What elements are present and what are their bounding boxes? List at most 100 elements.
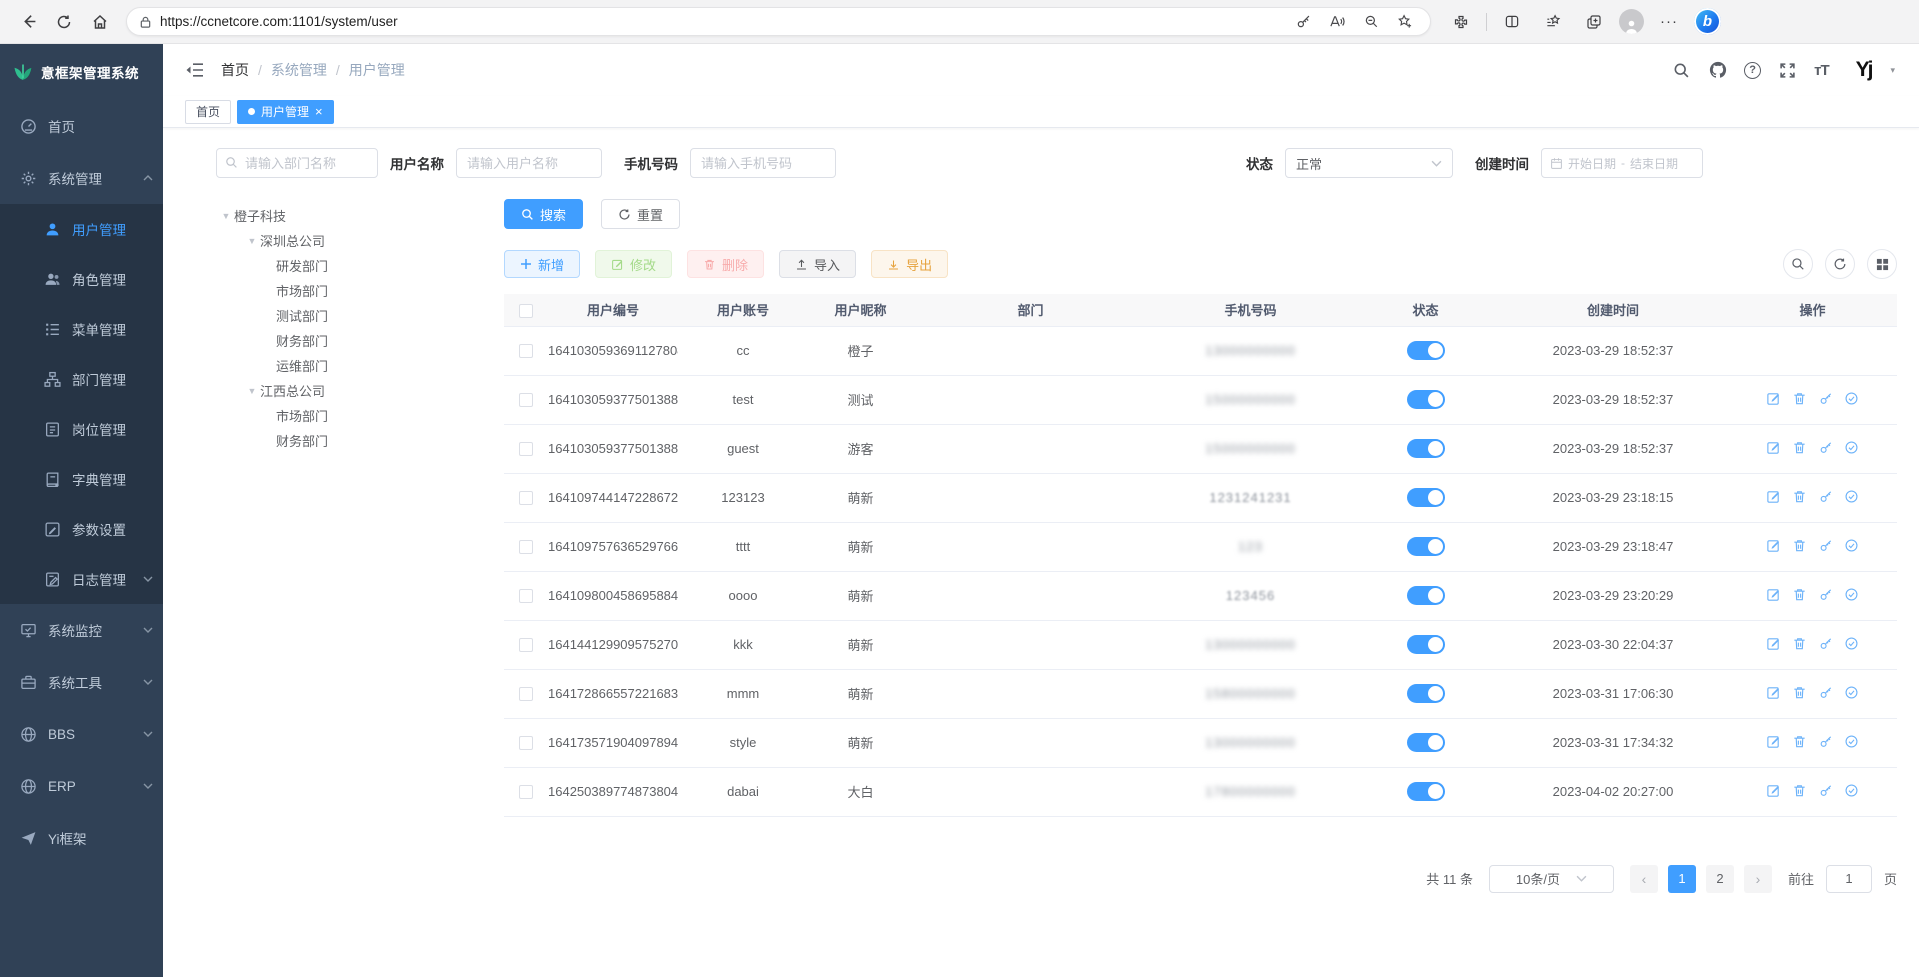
fullscreen-icon[interactable] [1778,61,1797,80]
dept-search-input[interactable] [216,148,378,178]
status-toggle[interactable] [1406,782,1445,801]
edit-icon[interactable] [1766,636,1781,651]
prev-page-button[interactable]: ‹ [1629,864,1658,893]
delete-icon[interactable] [1792,440,1807,455]
status-toggle[interactable] [1406,537,1445,556]
goto-page-input[interactable] [1825,864,1872,893]
approve-icon[interactable] [1844,538,1859,553]
reset-password-icon[interactable] [1818,440,1833,455]
approve-icon[interactable] [1844,783,1859,798]
profile-avatar-icon[interactable] [1619,9,1644,34]
import-button[interactable]: 导入 [779,250,857,278]
status-toggle[interactable] [1406,586,1445,605]
sidebar-item[interactable]: 角色管理 [0,254,163,304]
date-range-picker[interactable]: 开始日期 - 结束日期 [1541,148,1703,178]
caret-down-icon[interactable]: ▼ [247,235,257,246]
row-checkbox[interactable] [519,589,533,604]
row-checkbox[interactable] [519,540,533,555]
search-icon[interactable] [1672,61,1691,80]
reset-password-icon[interactable] [1818,783,1833,798]
collections-icon[interactable] [1537,7,1569,37]
sidebar-item[interactable]: 字典管理 [0,454,163,504]
sidebar-item[interactable]: 系统管理 [0,152,163,204]
sidebar-item[interactable]: 首页 [0,100,163,152]
reset-password-icon[interactable] [1818,685,1833,700]
edit-icon[interactable] [1766,391,1781,406]
status-toggle[interactable] [1406,439,1445,458]
tree-node[interactable]: 运维部门 [276,359,329,374]
sidebar-item[interactable]: 系统监控 [0,604,163,656]
edit-button[interactable]: 修改 [595,250,673,278]
approve-icon[interactable] [1844,636,1859,651]
sidebar-item[interactable]: 参数设置 [0,504,163,554]
page-button[interactable]: 2 [1705,864,1734,893]
edit-icon[interactable] [1766,685,1781,700]
row-checkbox[interactable] [519,736,533,751]
reset-password-icon[interactable] [1818,587,1833,602]
reset-password-icon[interactable] [1818,734,1833,749]
sidebar-item[interactable]: 岗位管理 [0,404,163,454]
help-icon[interactable]: ? [1744,61,1762,79]
tree-node[interactable]: 市场部门 [276,284,329,299]
tree-node[interactable]: 财务部门 [276,434,329,449]
address-bar[interactable]: https://ccnetcore.com:1101/system/user [126,7,1431,36]
status-toggle[interactable] [1406,684,1445,703]
sidebar-item[interactable]: BBS [0,708,163,760]
read-aloud-icon[interactable] [1324,10,1350,34]
delete-button[interactable]: 删除 [687,250,765,278]
breadcrumb-system[interactable]: 系统管理 [270,62,327,78]
refresh-icon[interactable] [1825,249,1855,279]
more-menu-icon[interactable]: ··· [1660,13,1678,30]
edit-icon[interactable] [1766,538,1781,553]
search-button[interactable]: 搜索 [504,199,584,229]
row-checkbox[interactable] [519,344,533,359]
url-text[interactable]: https://ccnetcore.com:1101/system/user [160,14,398,29]
reset-password-icon[interactable] [1818,489,1833,504]
row-checkbox[interactable] [519,442,533,457]
tree-node[interactable]: 研发部门 [276,259,329,274]
home-icon[interactable] [84,7,116,37]
delete-icon[interactable] [1792,587,1807,602]
approve-icon[interactable] [1844,391,1859,406]
split-screen-icon[interactable] [1496,7,1528,37]
tree-node[interactable]: 测试部门 [276,309,329,324]
delete-icon[interactable] [1792,685,1807,700]
sidebar-item[interactable]: 用户管理 [0,204,163,254]
edit-icon[interactable] [1766,440,1781,455]
edit-icon[interactable] [1766,734,1781,749]
caret-down-icon[interactable]: ▼ [247,385,257,396]
status-toggle[interactable] [1406,390,1445,409]
phone-input[interactable] [690,148,836,178]
tag-user-management[interactable]: 用户管理 × [237,99,334,124]
select-all-checkbox[interactable] [519,303,533,318]
row-checkbox[interactable] [519,393,533,408]
approve-icon[interactable] [1844,587,1859,602]
password-key-icon[interactable] [1290,10,1316,34]
approve-icon[interactable] [1844,685,1859,700]
status-toggle[interactable] [1406,733,1445,752]
reset-password-icon[interactable] [1818,391,1833,406]
bing-chat-icon[interactable]: b [1694,8,1721,35]
row-checkbox[interactable] [519,785,533,800]
edit-icon[interactable] [1766,587,1781,602]
export-button[interactable]: 导出 [871,250,949,278]
status-toggle[interactable] [1406,488,1445,507]
approve-icon[interactable] [1844,440,1859,455]
extensions-icon[interactable] [1445,7,1477,37]
breadcrumb-home[interactable]: 首页 [221,62,249,78]
close-icon[interactable]: × [315,104,323,119]
status-select[interactable]: 正常 [1285,148,1453,178]
favorites-add-icon[interactable] [1392,10,1418,34]
yi-avatar-logo[interactable]: Yj [1855,58,1874,81]
caret-down-icon[interactable]: ▼ [221,210,231,221]
delete-icon[interactable] [1792,391,1807,406]
delete-icon[interactable] [1792,538,1807,553]
approve-icon[interactable] [1844,489,1859,504]
grid-icon[interactable] [1867,249,1897,279]
status-toggle[interactable] [1406,635,1445,654]
sidebar-item[interactable]: 日志管理 [0,554,163,604]
tree-node[interactable]: ▼ 橙子科技 [216,203,504,228]
page-size-select[interactable]: 10条/页 [1488,864,1614,893]
delete-icon[interactable] [1792,636,1807,651]
username-input[interactable] [456,148,602,178]
